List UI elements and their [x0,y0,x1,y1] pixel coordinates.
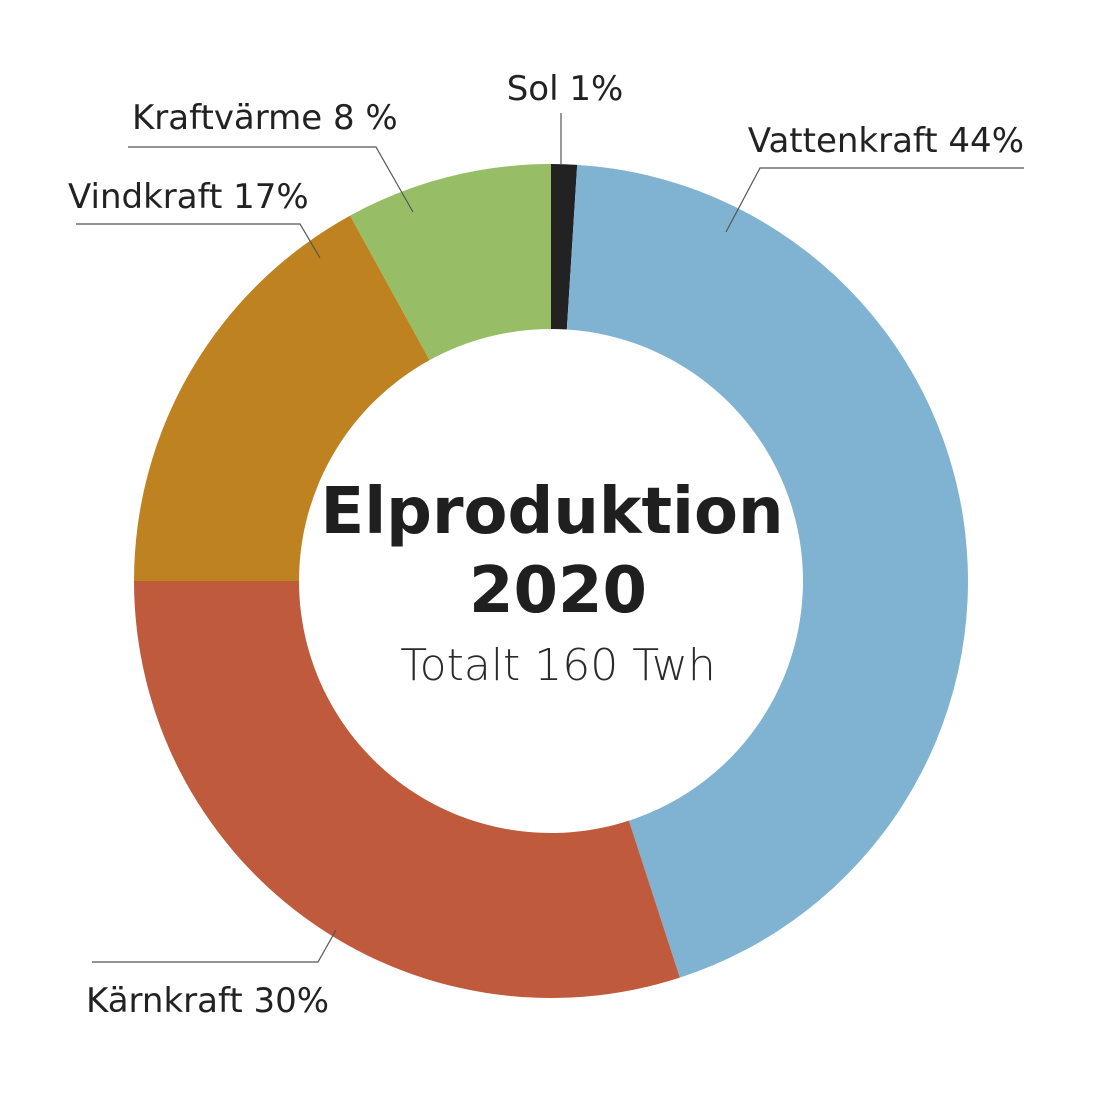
slice-kraftvarme [350,164,551,361]
slice-vattenkraft [566,164,969,978]
label-vindkraft: Vindkraft 17% [68,177,309,217]
chart-subtitle: Totalt 160 Twh [400,640,715,691]
leader-kraftvarme [128,146,414,213]
label-kraftvarme: Kraftvärme 8 % [132,98,398,138]
slice-vindkraft [134,215,430,581]
slice-karnkraft [134,581,680,999]
chart-title: Elproduktion [321,475,784,549]
label-vattenkraft: Vattenkraft 44% [748,121,1024,161]
label-sol: Sol 1% [507,69,624,109]
leader-vindkraft [76,223,321,259]
label-karnkraft: Kärnkraft 30% [86,981,329,1021]
donut-slices [134,164,969,999]
slice-sol [551,164,578,330]
leader-lines [76,113,1024,963]
slice-labels: Sol 1% Vattenkraft 44% Kärnkraft 30% Vin… [68,69,1024,1021]
center-text: Elproduktion 2020 Totalt 160 Twh [321,475,784,691]
chart-year: 2020 [469,554,647,628]
leader-karnkraft [92,929,337,963]
leader-vattenkraft [725,167,1024,233]
